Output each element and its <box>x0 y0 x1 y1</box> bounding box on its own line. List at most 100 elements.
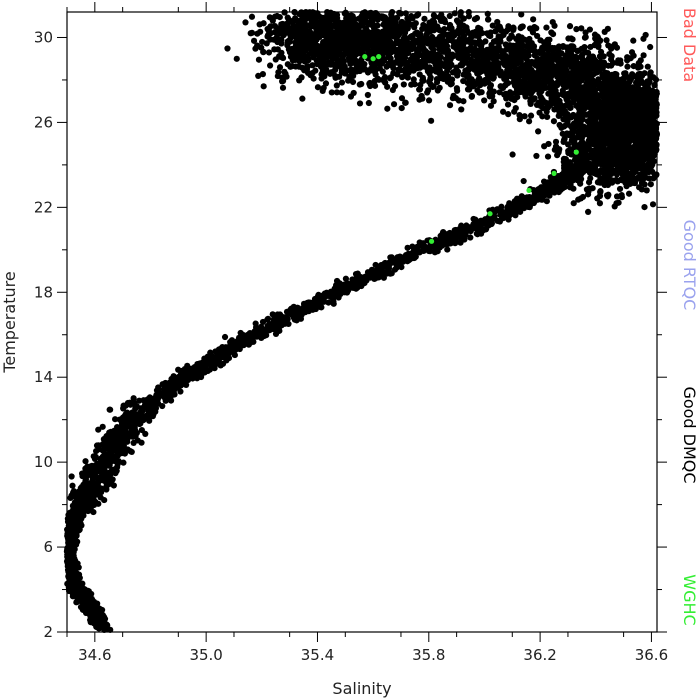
data-point <box>266 320 273 328</box>
data-point <box>204 367 211 375</box>
data-point <box>650 139 657 146</box>
data-point <box>94 465 101 473</box>
data-point <box>593 144 600 151</box>
data-point <box>597 64 604 71</box>
data-point <box>494 206 501 213</box>
data-point <box>503 70 510 77</box>
data-point <box>608 110 615 117</box>
data-point <box>254 330 261 337</box>
data-point <box>629 121 637 128</box>
data-point <box>439 242 446 249</box>
data-point <box>596 130 603 137</box>
data-point <box>636 165 644 172</box>
data-point <box>649 201 657 208</box>
data-point <box>82 609 90 617</box>
data-point <box>504 79 512 87</box>
data-point <box>580 84 587 91</box>
data-point <box>92 613 99 620</box>
data-point <box>343 288 350 295</box>
data-point <box>634 154 641 161</box>
data-point <box>583 151 590 158</box>
data-point <box>628 130 635 137</box>
data-point <box>583 186 591 193</box>
data-point <box>315 297 323 304</box>
data-point <box>622 70 629 77</box>
data-point <box>70 582 78 589</box>
data-point <box>623 145 630 152</box>
data-point <box>601 106 608 113</box>
data-point <box>68 492 75 499</box>
data-point <box>647 150 654 157</box>
data-point <box>312 302 319 309</box>
data-point <box>543 108 550 115</box>
data-cloud-layer <box>63 8 661 633</box>
data-point <box>107 626 114 633</box>
data-point <box>529 83 536 90</box>
data-point <box>590 113 597 120</box>
data-point <box>592 168 599 175</box>
data-point <box>225 354 233 362</box>
data-point <box>650 98 658 105</box>
data-point <box>138 405 145 412</box>
data-point <box>594 195 601 202</box>
data-point <box>519 23 526 30</box>
data-point <box>560 182 567 189</box>
data-point <box>550 89 557 96</box>
data-point <box>618 131 625 138</box>
data-point <box>587 160 594 168</box>
data-point <box>574 134 581 141</box>
data-point <box>478 89 485 96</box>
data-point <box>82 458 89 465</box>
data-point <box>606 50 613 58</box>
data-point <box>104 474 112 481</box>
data-point <box>627 180 634 187</box>
data-point <box>559 81 567 88</box>
data-point <box>610 150 617 157</box>
data-point <box>478 217 485 224</box>
data-point <box>494 217 501 224</box>
data-point <box>477 230 485 237</box>
data-point <box>130 395 137 402</box>
data-point <box>112 456 119 463</box>
data-point <box>549 18 556 26</box>
data-point <box>539 99 546 106</box>
data-point <box>541 143 548 150</box>
data-point <box>539 78 546 86</box>
data-point <box>554 152 561 159</box>
data-point <box>651 81 658 89</box>
data-point <box>591 139 598 147</box>
data-point <box>283 308 291 315</box>
data-point <box>108 444 115 451</box>
data-point <box>90 508 97 516</box>
data-point <box>194 360 201 368</box>
data-point <box>640 52 647 59</box>
data-point <box>568 170 575 177</box>
data-point <box>575 196 582 203</box>
data-point <box>258 323 265 330</box>
data-point <box>73 532 80 539</box>
data-point <box>637 122 644 129</box>
data-point <box>513 197 521 204</box>
data-point <box>566 23 574 30</box>
data-point <box>173 377 181 384</box>
data-point <box>378 268 385 275</box>
data-point <box>632 168 639 175</box>
data-point <box>99 441 106 448</box>
data-point <box>119 419 126 426</box>
data-point <box>582 34 589 41</box>
data-point <box>119 433 126 440</box>
data-point <box>181 365 188 373</box>
data-point <box>647 69 654 76</box>
data-point <box>636 148 643 155</box>
data-point <box>565 98 572 105</box>
data-point <box>404 244 411 251</box>
data-point <box>519 43 526 50</box>
data-point <box>632 91 639 98</box>
data-point <box>571 138 578 145</box>
data-point <box>87 593 94 600</box>
data-point <box>631 73 638 80</box>
data-point <box>650 74 657 81</box>
data-point <box>398 263 405 271</box>
data-point <box>616 185 624 193</box>
